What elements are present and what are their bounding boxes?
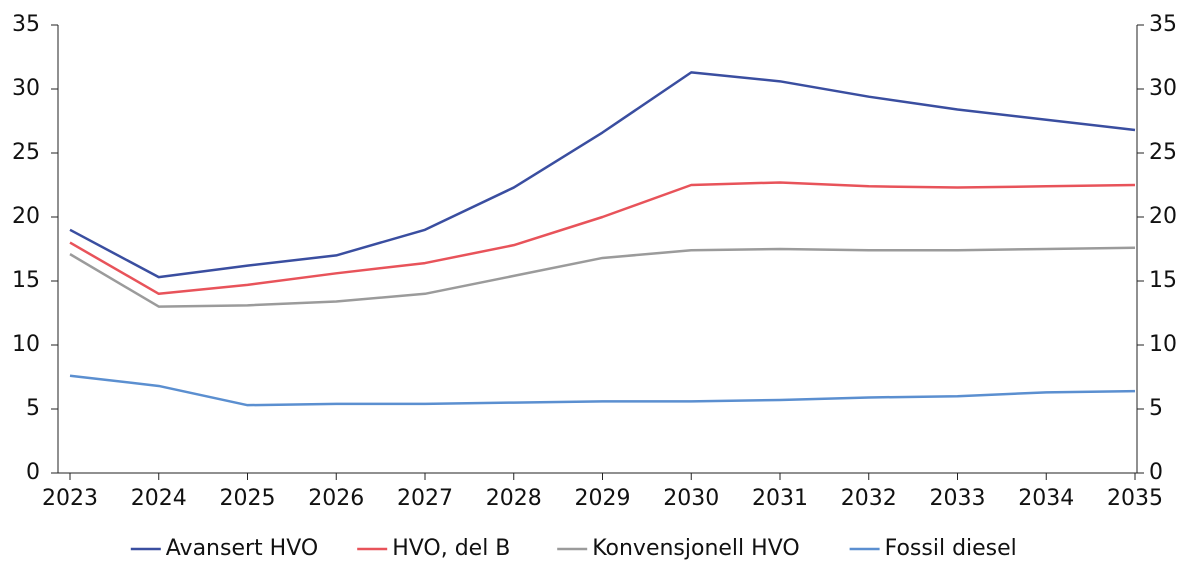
x-tick-label: 2029 (575, 486, 631, 511)
y-tick-label: 10 (12, 332, 40, 357)
y-tick-label: 15 (12, 268, 40, 293)
x-tick-label: 2024 (131, 486, 187, 511)
legend-label: Fossil diesel (885, 536, 1017, 561)
x-tick-label: 2032 (841, 486, 897, 511)
y-tick-label: 25 (12, 140, 40, 165)
line (69, 246, 1136, 308)
legend-label: Avansert HVO (166, 536, 318, 561)
y-tick-label: 30 (12, 76, 40, 101)
line (69, 374, 1136, 407)
y2-tick-label: 10 (1149, 332, 1177, 357)
x-tick-label: 2025 (220, 486, 276, 511)
x-tick-label: 2034 (1018, 486, 1074, 511)
x-tick-label: 2028 (486, 486, 542, 511)
y-tick-label: 20 (12, 204, 40, 229)
y2-tick-label: 5 (1149, 396, 1163, 421)
y2-tick-label: 35 (1149, 12, 1177, 37)
y2-tick-label: 30 (1149, 76, 1177, 101)
x-tick-label: 2030 (663, 486, 719, 511)
x-tick-label: 2031 (752, 486, 808, 511)
x-tick-label: 2035 (1107, 486, 1163, 511)
y-tick-label: 35 (12, 12, 40, 37)
y-tick-label: 5 (26, 396, 40, 421)
line (69, 181, 1136, 296)
x-tick-label: 2027 (397, 486, 453, 511)
x-tick-label: 2026 (308, 486, 364, 511)
x-tick-label: 2033 (930, 486, 986, 511)
x-tick-label: 2023 (42, 486, 98, 511)
legend-label: Konvensjonell HVO (592, 536, 800, 561)
y2-tick-label: 0 (1149, 460, 1163, 485)
y2-tick-label: 15 (1149, 268, 1177, 293)
y2-tick-label: 20 (1149, 204, 1177, 229)
y-tick-label: 0 (26, 460, 40, 485)
line (69, 71, 1136, 279)
legend-label: HVO, del B (392, 536, 510, 561)
y2-tick-label: 25 (1149, 140, 1177, 165)
